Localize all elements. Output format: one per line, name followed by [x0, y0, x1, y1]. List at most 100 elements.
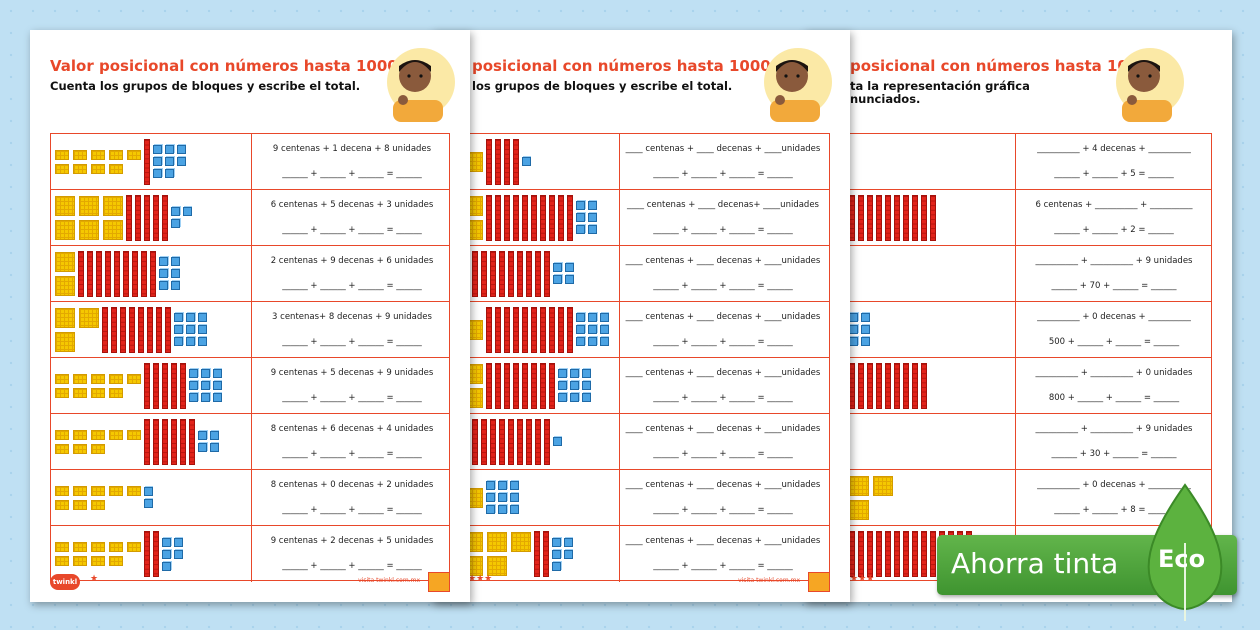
sheet-title: Valor posicional con números hasta 1000 [50, 57, 398, 75]
answer-line: ______ + 30 + ______ = ______ [1051, 449, 1177, 459]
answer-line: ______ + 70 + ______ = ______ [1051, 281, 1177, 291]
ten-rod-block [144, 194, 150, 241]
ten-rod-block [531, 194, 537, 241]
table-row: 8 centenas + 6 decenas + 4 unidades _____… [51, 414, 449, 470]
answer-line: ______ + ______ + ______ = ______ [653, 337, 793, 347]
ones-units [144, 487, 153, 508]
place-value-statement: 3 centenas+ 8 decenas + 9 unidades [272, 312, 432, 322]
place-value-statement: __________ + __________ + 0 unidades [1035, 368, 1193, 378]
ones-units [189, 369, 222, 402]
base-ten-blocks [55, 138, 186, 185]
hundreds-flats [55, 149, 141, 174]
ten-rod-block [549, 194, 555, 241]
table-row: __________ + __________ + 0 unidades 800 … [845, 358, 1211, 414]
thinking-boy-illustration [387, 48, 455, 122]
one-unit-block [849, 325, 858, 334]
base-ten-blocks [849, 362, 927, 409]
one-unit-block [171, 219, 180, 228]
difficulty-stars: ★ [90, 574, 99, 584]
one-unit-block [153, 169, 162, 178]
table-row: __________ + 0 decenas + __________ _____… [845, 470, 1211, 526]
ten-rod-block [544, 250, 550, 297]
one-unit-block [174, 537, 183, 547]
hundred-flat-block [109, 163, 123, 174]
column-divider [619, 190, 621, 245]
eco-leaf-badge: Eco [1138, 483, 1232, 623]
worksheet-table: 9 centenas + 1 decena + 8 unidades ______… [50, 133, 450, 582]
place-value-statement: 6 centenas + 5 decenas + 3 unidades [270, 200, 434, 210]
thinking-boy-illustration [764, 48, 832, 122]
ten-rod-block [858, 531, 864, 577]
ten-rod-block [921, 531, 927, 577]
one-unit-block [210, 443, 219, 452]
one-unit-block [600, 313, 609, 322]
ten-rod-block [522, 362, 528, 409]
ones-units [159, 257, 180, 290]
one-unit-block [201, 381, 210, 390]
ten-rod-block [165, 306, 171, 353]
table-row: 8 centenas + 0 decenas + 2 unidades _____… [51, 470, 449, 526]
column-divider [251, 190, 253, 245]
answer-line: ______ + ______ + ______ = ______ [282, 505, 422, 515]
hundreds-flats [55, 373, 141, 398]
hundred-flat-block [103, 195, 123, 216]
hundred-flat-block [73, 443, 87, 454]
column-divider [1015, 134, 1017, 189]
ones-units [153, 145, 186, 178]
one-unit-block [174, 313, 183, 322]
ten-rod-block [534, 531, 540, 577]
one-unit-block [576, 225, 585, 234]
ten-rod-block [517, 418, 523, 465]
ten-rod-block [885, 194, 891, 241]
hundred-flat-block [127, 429, 141, 440]
ten-rod-block [481, 418, 487, 465]
hundred-flat-block [55, 219, 75, 240]
one-unit-block [198, 325, 207, 334]
hundreds-flats [55, 307, 99, 352]
hundreds-flats [55, 195, 123, 240]
ten-rod-block [558, 306, 564, 353]
table-row: __________ + 0 decenas + __________ 500 +… [845, 302, 1211, 358]
column-divider [619, 470, 621, 525]
ten-rod-block [499, 418, 505, 465]
one-unit-block [565, 263, 574, 272]
one-unit-block [582, 393, 591, 402]
table-row: 6 centenas + 5 decenas + 3 unidades _____… [51, 190, 449, 246]
ten-rod-block [531, 306, 537, 353]
ten-rod-block [921, 194, 927, 241]
one-unit-block [564, 549, 573, 559]
place-value-statement: 9 centenas + 5 decenas + 9 unidades [270, 368, 434, 378]
one-unit-block [159, 257, 168, 266]
table-row: ____ centenas + ____ decenas + ____unida… [459, 246, 829, 302]
hundreds-flats [463, 532, 531, 576]
hundred-flat-block [55, 373, 69, 384]
one-unit-block [486, 481, 495, 490]
difficulty-stars: ★★★ [850, 574, 875, 584]
ten-rod-block [153, 362, 159, 409]
hundreds-flats [849, 475, 893, 520]
hundred-flat-block [55, 387, 69, 398]
ten-rod-block [885, 531, 891, 577]
one-unit-block [576, 325, 585, 334]
one-unit-block [552, 549, 561, 559]
hundred-flat-block [109, 556, 123, 566]
one-unit-block [576, 201, 585, 210]
hundred-flat-block [73, 149, 87, 160]
place-value-blanks: ____ centenas + ____ decenas + ____unida… [625, 312, 821, 322]
one-unit-block [558, 381, 567, 390]
ten-rod-block [96, 250, 102, 297]
hundred-flat-block [91, 443, 105, 454]
table-row: __________ + 4 decenas + __________ _____… [845, 134, 1211, 190]
place-value-statement: __________ + __________ + 9 unidades [1035, 424, 1193, 434]
hundreds-flats [55, 485, 141, 510]
ten-rod-block [508, 418, 514, 465]
hundred-flat-block [73, 556, 87, 566]
place-value-statement: 8 centenas + 6 decenas + 4 unidades [270, 424, 434, 434]
place-value-statement: 2 centenas + 9 decenas + 6 unidades [270, 256, 434, 266]
ten-rod-block [129, 306, 135, 353]
one-unit-block [159, 269, 168, 278]
hundred-flat-block [91, 373, 105, 384]
ten-rod-block [894, 194, 900, 241]
one-unit-block [198, 443, 207, 452]
table-row: 3 centenas+ 8 decenas + 9 unidades ______… [51, 302, 449, 358]
